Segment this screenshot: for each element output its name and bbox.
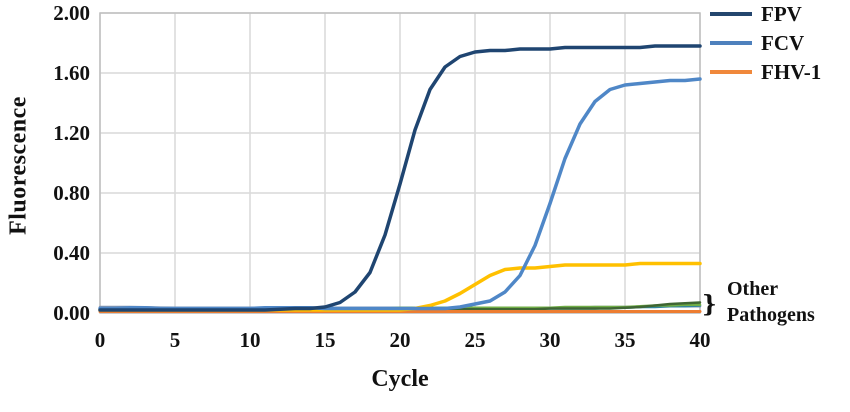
other-pathogens-annotation: Other Pathogens <box>727 276 847 328</box>
legend-item-fhv-1: FHV-1 <box>710 60 821 84</box>
x-tick-label-25: 25 <box>464 328 486 352</box>
legend-item-fcv: FCV <box>710 31 821 55</box>
other-pathogens-label-line2: Pathogens <box>727 304 815 326</box>
y-tick-label-0.40: 0.40 <box>53 241 90 265</box>
legend-label: FHV-1 <box>761 59 822 84</box>
y-tick-label-1.20: 1.20 <box>53 121 90 145</box>
legend-item-fpv: FPV <box>710 2 821 26</box>
x-axis-title: Cycle <box>371 366 429 392</box>
y-tick-label-1.60: 1.60 <box>53 61 90 85</box>
y-tick-label-0.00: 0.00 <box>53 301 90 325</box>
legend-line-icon <box>710 12 752 16</box>
x-tick-label-40: 40 <box>689 328 711 352</box>
y-tick-label-0.80: 0.80 <box>53 181 90 205</box>
gridlines <box>99 12 701 314</box>
legend: FPV FCV FHV-1 <box>710 2 821 89</box>
x-tick-label-35: 35 <box>614 328 636 352</box>
legend-label: FCV <box>761 30 805 55</box>
legend-line-icon <box>710 70 752 74</box>
legend-label: FPV <box>761 1 802 26</box>
x-tick-label-10: 10 <box>239 328 261 352</box>
x-tick-label-5: 5 <box>169 328 181 352</box>
y-tick-label-2.00: 2.00 <box>53 1 90 25</box>
y-axis-title: Fluorescence <box>5 96 32 235</box>
legend-line-icon <box>710 41 752 45</box>
other-pathogens-label-line1: Other <box>727 278 779 300</box>
curve-fpv <box>98 44 702 312</box>
curves <box>98 44 702 313</box>
other-pathogens-brace: } <box>702 291 717 318</box>
x-tick-label-15: 15 <box>314 328 336 352</box>
x-tick-label-30: 30 <box>539 328 561 352</box>
x-tick-label-20: 20 <box>389 328 411 352</box>
x-tick-label-0: 0 <box>94 328 106 352</box>
